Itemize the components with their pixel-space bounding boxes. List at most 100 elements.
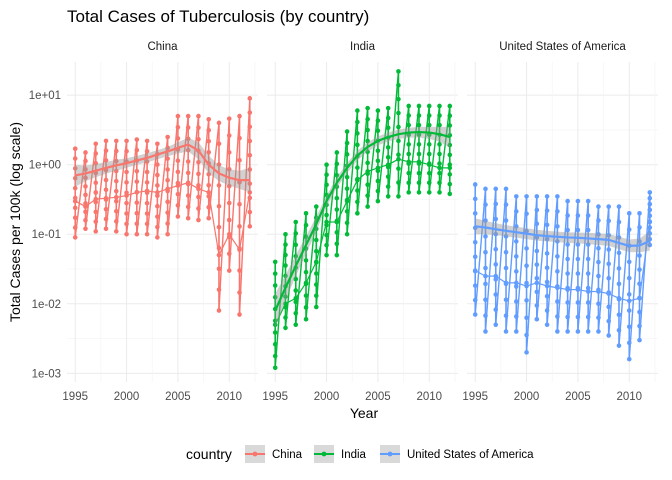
data-point (606, 275, 612, 281)
data-point (365, 138, 370, 144)
data-point (124, 148, 129, 154)
x-tick-label: 2005 (365, 391, 391, 403)
data-point (524, 315, 529, 321)
data-point (134, 137, 140, 142)
data-point (237, 290, 242, 295)
data-point (175, 169, 181, 175)
data-point (483, 265, 488, 271)
series-line-segment (315, 221, 328, 263)
data-point (155, 162, 160, 167)
data-point (544, 279, 550, 285)
data-point (247, 195, 253, 201)
data-point (165, 210, 170, 215)
data-point (113, 198, 119, 204)
series-line-segment (418, 105, 430, 193)
data-point (313, 204, 319, 209)
data-point (513, 224, 519, 229)
data-point (216, 224, 222, 230)
data-point (155, 183, 160, 188)
data-point (647, 195, 653, 201)
data-point (216, 141, 222, 146)
data-point (534, 262, 540, 267)
data-point (185, 170, 191, 176)
data-point (247, 181, 253, 186)
data-point (472, 297, 478, 303)
data-point (555, 329, 560, 334)
data-point (524, 263, 529, 269)
data-point (503, 249, 509, 255)
legend: country China India United States of Ameri… (186, 445, 534, 463)
data-point (247, 138, 253, 144)
data-point (283, 315, 288, 320)
data-point (626, 308, 632, 313)
data-point (585, 256, 591, 262)
x-tick-label: 1995 (62, 391, 88, 403)
data-point (544, 293, 550, 299)
data-point (113, 188, 119, 194)
data-point (103, 206, 109, 212)
data-point (293, 322, 299, 328)
data-point (585, 289, 591, 294)
data-point (544, 265, 550, 270)
data-point (124, 193, 129, 198)
data-point (513, 209, 519, 214)
data-point (493, 277, 499, 282)
series-line-segment (346, 110, 359, 235)
data-point (155, 141, 160, 147)
data-point (313, 237, 319, 243)
data-point (196, 183, 201, 188)
data-point (283, 304, 288, 310)
data-point (565, 300, 570, 305)
data-point (426, 180, 432, 186)
data-point (575, 329, 581, 334)
data-point (437, 113, 442, 118)
series-line-segment (238, 98, 251, 315)
data-point (637, 225, 642, 230)
x-tick-label: 2000 (114, 391, 140, 403)
data-point (606, 333, 612, 338)
data-point (355, 211, 360, 216)
data-point (237, 312, 242, 317)
data-point (334, 219, 340, 225)
data-point (324, 172, 329, 178)
data-point (93, 141, 99, 147)
data-point (596, 273, 601, 279)
data-point (72, 185, 78, 191)
data-point (406, 113, 412, 118)
smooth-trend-line (74, 143, 250, 182)
data-point (226, 150, 232, 155)
legend-item: China (245, 445, 303, 463)
data-point (303, 305, 309, 310)
data-point (503, 313, 509, 318)
data-point (483, 329, 488, 334)
data-point (324, 252, 329, 258)
data-point (355, 165, 360, 170)
data-point (396, 138, 401, 144)
data-point (103, 216, 109, 222)
data-point (596, 315, 601, 320)
data-point (293, 219, 299, 225)
data-point (544, 222, 550, 228)
data-point (616, 235, 622, 240)
data-point (93, 190, 99, 195)
data-point (247, 224, 253, 229)
data-point (334, 207, 340, 212)
data-point (226, 183, 232, 189)
data-point (124, 211, 129, 216)
data-point (175, 158, 181, 164)
panel-india: India 1995 2000 2005 2010 (262, 41, 458, 403)
series-line-segment (546, 196, 559, 325)
data-point (247, 96, 253, 101)
series-line-segment (356, 108, 369, 214)
series-line-segment (125, 139, 138, 235)
data-point (293, 299, 299, 305)
data-point (344, 152, 350, 157)
data-point (447, 152, 453, 158)
data-point (575, 213, 581, 218)
data-point (426, 122, 432, 128)
data-point (144, 231, 150, 237)
data-point (626, 292, 632, 297)
data-point (272, 294, 278, 300)
data-point (493, 273, 499, 279)
data-point (534, 221, 540, 227)
